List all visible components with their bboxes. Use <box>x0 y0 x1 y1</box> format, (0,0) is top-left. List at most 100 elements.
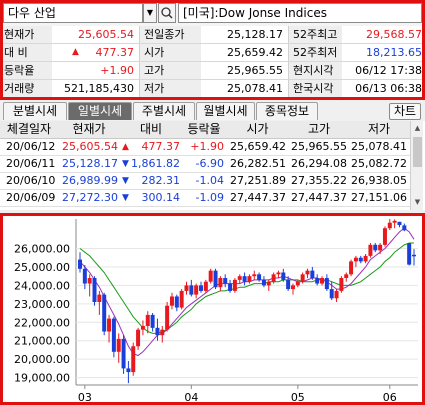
ma-short-line <box>79 227 415 357</box>
candle-body <box>140 325 145 330</box>
up-arrow-icon: ▲ <box>122 142 129 152</box>
table-row: 20/06/10 26,989.99 ▼ 282.31 -1.04 27,251.89 27… <box>0 173 410 190</box>
quote-value: 25,078.41 <box>227 82 283 95</box>
quote-value: 25,659.42 <box>227 46 283 59</box>
candle-body <box>126 368 131 373</box>
tab-2[interactable]: 주별시세 <box>133 102 195 120</box>
tab-0[interactable]: 분별시세 <box>3 102 67 120</box>
cell-high: 27,355.22 <box>291 174 347 187</box>
price-chart: 26,000.00 25,000.00 24,000.00 23,000.00 22,0… <box>0 213 425 405</box>
cell-rate: -1.04 <box>195 174 224 187</box>
candle-body <box>189 285 194 295</box>
down-arrow-icon: ▼ <box>122 159 129 169</box>
cell-price: 27,272.30 <box>62 191 118 204</box>
quote-row: 대 비 477.37 시가 25,659.42 52주최저 18,213.65 ▲ <box>0 44 425 62</box>
quote-label: 52주최저 <box>288 44 342 61</box>
scroll-thumb[interactable] <box>413 137 422 167</box>
cell-open: 26,282.51 <box>230 157 286 170</box>
cell-price: 26,989.99 <box>62 174 118 187</box>
candle-body <box>223 278 228 284</box>
scrollbar[interactable]: ▲ ▼ <box>410 121 423 210</box>
cell-date: 20/06/12 <box>6 140 56 153</box>
candle-body <box>228 283 233 291</box>
chevron-down-icon[interactable]: ▼ <box>143 3 157 23</box>
column-header: 체결일자 <box>6 122 52 136</box>
column-header: 현재가 <box>72 122 106 136</box>
candle-body <box>344 274 349 279</box>
candle-body <box>213 270 218 288</box>
quote-row: 등락율 +1.90 고가 25,965.55 현지시각 06/12 17:38 <box>0 62 425 80</box>
quote-label: 대 비 <box>0 44 52 61</box>
y-tick-label: 25,000.00 <box>14 261 70 274</box>
cell-change: 477.37 <box>141 140 181 153</box>
chart-button[interactable]: 차트 <box>389 103 421 120</box>
table-row: 20/06/12 25,605.54 ▲ 477.37 +1.90 25,659.42 25… <box>0 139 410 156</box>
quote-row: 현재가 25,605.54 전일종가 25,128.17 52주최고 29,568.57 <box>0 26 425 44</box>
column-header: 시가 <box>246 122 269 136</box>
candle-body <box>315 278 320 284</box>
candle-body <box>78 259 82 269</box>
cell-open: 25,659.42 <box>230 140 286 153</box>
candle-body <box>295 281 300 286</box>
candle-body <box>145 314 150 326</box>
scroll-up-icon[interactable]: ▲ <box>414 124 421 132</box>
candle-body <box>353 257 358 262</box>
candle-body <box>111 318 116 352</box>
quote-value: 25,605.54 <box>78 28 134 41</box>
column-header: 대비 <box>139 122 163 136</box>
x-tick-label: 04 <box>184 391 198 404</box>
table-header: 체결일자 현재가 대비 등락율 시가 고가 저가 <box>0 121 410 139</box>
candle-body <box>97 294 102 302</box>
x-tick-label: 05 <box>291 391 305 404</box>
tab-1[interactable]: 일별시세 <box>68 102 132 120</box>
quote-label: 한국시각 <box>288 80 342 97</box>
symbol-name-input[interactable]: 다우 산업 <box>3 3 143 23</box>
y-tick-label: 23,000.00 <box>14 298 70 311</box>
column-header: 저가 <box>367 122 391 136</box>
candle-body <box>131 346 136 373</box>
daily-quotes-table: 체결일자 현재가 대비 등락율 시가 고가 저가 ▲ ▼ 20/06/12 25,605.54… <box>0 121 425 210</box>
search-icon <box>161 7 173 19</box>
cell-change: 1,861.82 <box>131 157 180 170</box>
ma-long-line <box>79 242 414 334</box>
candle-body <box>392 220 397 223</box>
cell-rate: -6.90 <box>195 157 224 170</box>
candlestick-chart: 26,000.00 25,000.00 24,000.00 23,000.00 22,0… <box>14 219 418 404</box>
candle-body <box>92 278 97 302</box>
tab-4[interactable]: 종목정보 <box>256 102 318 120</box>
candle-body <box>218 278 223 288</box>
candle-body <box>407 243 412 265</box>
column-header: 고가 <box>307 122 331 136</box>
quote-label: 고가 <box>139 62 201 79</box>
candle-body <box>402 225 407 231</box>
candle-body <box>334 290 339 299</box>
candle-body <box>300 274 305 282</box>
cell-change: 300.14 <box>141 191 181 204</box>
table-row: 20/06/11 25,128.17 ▼ 1,861.82 -6.90 26,282.51… <box>0 156 410 173</box>
quote-label: 52주최고 <box>288 26 342 43</box>
cell-rate: +1.90 <box>190 140 224 153</box>
quote-row: 거래량 521,185,430 저가 25,078.41 한국시각 06/13 06:38 <box>0 80 425 98</box>
candle-body <box>194 285 199 295</box>
candle-body <box>169 296 174 306</box>
y-tick-label: 24,000.00 <box>14 279 70 292</box>
candle-body <box>242 276 247 282</box>
cell-rate: -1.09 <box>195 191 224 204</box>
search-button[interactable] <box>158 3 176 23</box>
quote-label: 등락율 <box>0 62 52 79</box>
candle-body <box>261 279 266 286</box>
candle-body <box>358 257 363 262</box>
cell-date: 20/06/11 <box>6 157 56 170</box>
candle-body <box>373 244 378 251</box>
y-tick-label: 21,000.00 <box>14 335 70 348</box>
quote-value: 25,128.17 <box>227 28 283 41</box>
candle-body <box>252 274 257 277</box>
index-code-field[interactable]: [미국]:Dow Jonse Indices <box>178 3 422 23</box>
cell-low: 25,082.72 <box>351 157 407 170</box>
candle-body <box>136 329 141 347</box>
cell-open: 27,447.37 <box>230 191 286 204</box>
tab-3[interactable]: 월별시세 <box>196 102 255 120</box>
scroll-down-icon[interactable]: ▼ <box>414 198 421 206</box>
candle-body <box>320 278 325 284</box>
quote-value: 29,568.57 <box>366 28 422 41</box>
